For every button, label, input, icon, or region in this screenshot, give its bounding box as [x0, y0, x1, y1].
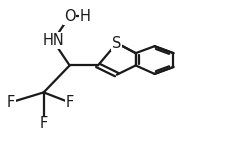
Text: H: H	[80, 9, 90, 24]
Text: F: F	[66, 95, 74, 110]
Text: F: F	[40, 116, 48, 132]
Text: O: O	[64, 9, 76, 24]
Text: F: F	[7, 95, 15, 110]
Text: S: S	[112, 36, 122, 51]
Text: HN: HN	[42, 33, 64, 48]
